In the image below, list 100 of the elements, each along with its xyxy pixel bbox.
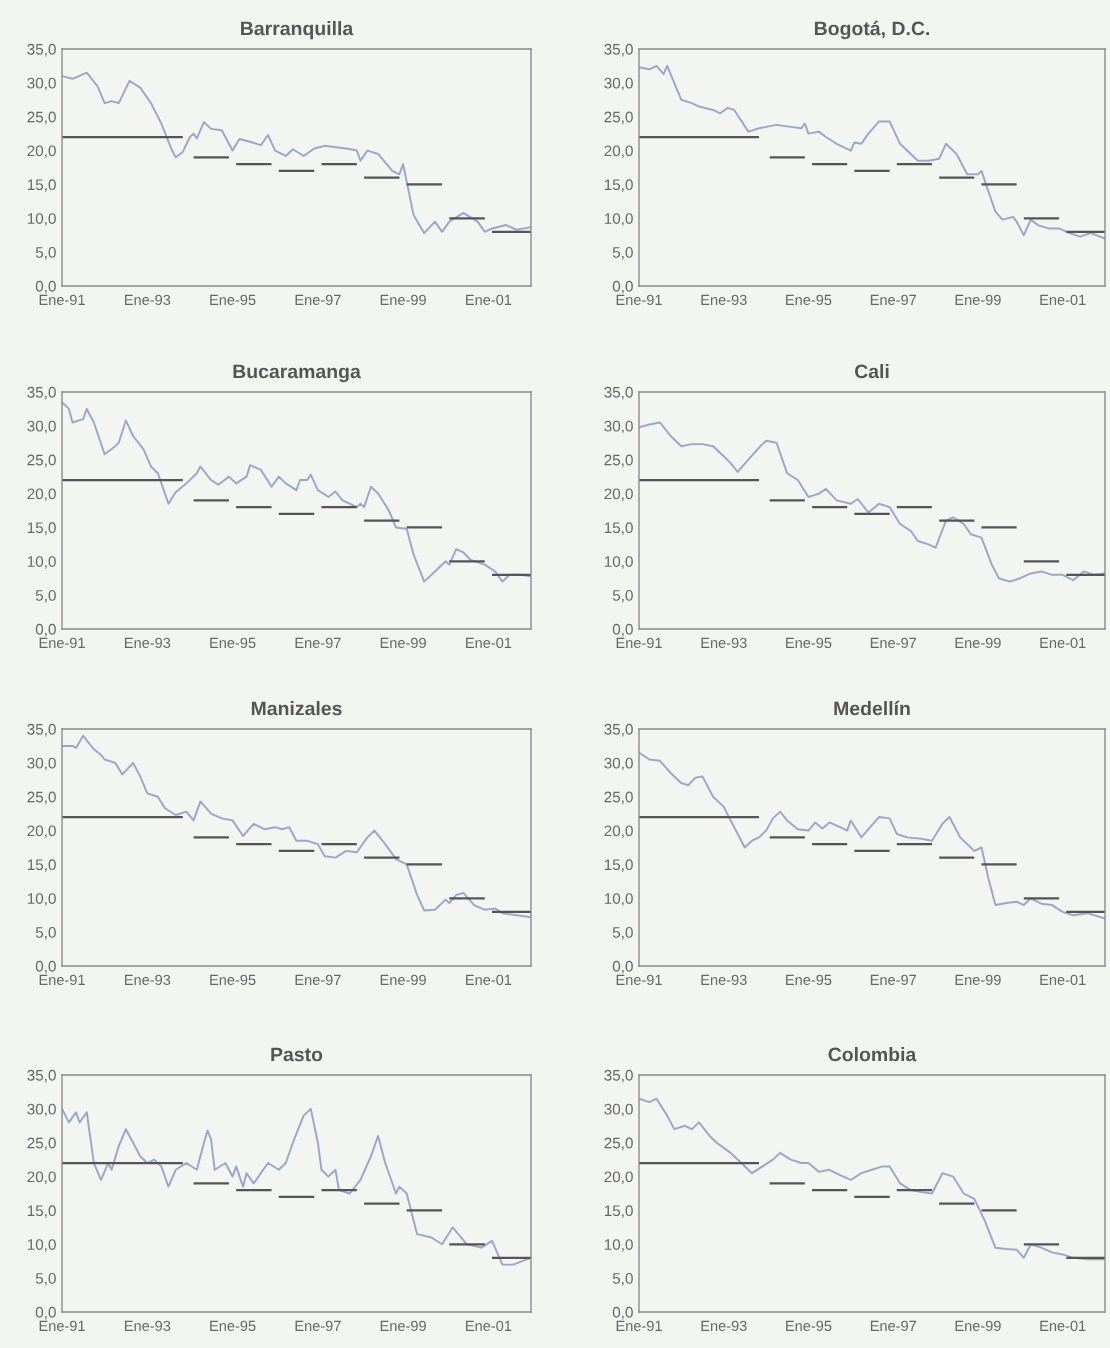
line-series [639, 421, 1105, 583]
x-tick-label: Ene-99 [380, 974, 426, 986]
y-tick-label: 35,0 [27, 1069, 56, 1083]
x-tick-label: Ene-95 [210, 1320, 256, 1332]
y-tick-label: 10,0 [27, 213, 56, 226]
chart-title: Manizales [251, 701, 342, 716]
x-tick-label: Ene-97 [870, 974, 917, 986]
line-series [62, 71, 531, 235]
y-tick-label: 35,0 [27, 723, 56, 737]
y-tick-label: 30,0 [604, 757, 633, 771]
chart-title: Colombia [828, 1047, 917, 1062]
x-tick-label: Ene-91 [616, 1320, 662, 1332]
y-tick-label: 25,0 [27, 454, 56, 468]
y-tick-label: 10,0 [27, 1239, 56, 1252]
x-tick-label: Ene-93 [125, 294, 171, 306]
x-tick-label: Ene-97 [295, 974, 341, 986]
x-tick-label: Ene-95 [210, 637, 256, 649]
x-tick-label: Ene-95 [210, 974, 256, 986]
x-tick-label: Ene-93 [701, 1320, 747, 1332]
y-tick-label: 15,0 [604, 522, 633, 535]
x-tick-label: Ene-01 [466, 1320, 512, 1332]
y-tick-label: 0,0 [35, 960, 56, 974]
x-tick-label: Ene-91 [616, 637, 662, 649]
y-tick-label: 15,0 [27, 1205, 56, 1218]
x-tick-label: Ene-97 [870, 1320, 917, 1332]
x-tick-label: Ene-93 [125, 1320, 171, 1332]
y-tick-label: 5,0 [35, 247, 56, 260]
line-series [639, 1097, 1105, 1261]
x-tick-label: Ene-01 [1040, 1320, 1086, 1332]
x-tick-label: Ene-95 [210, 294, 256, 306]
y-tick-label: 0,0 [612, 1306, 633, 1320]
x-tick-label: Ene-91 [39, 1320, 85, 1332]
x-tick-label: Ene-97 [295, 1320, 341, 1332]
x-tick-label: Ene-01 [1040, 294, 1086, 306]
y-tick-label: 30,0 [27, 420, 56, 434]
y-tick-label: 30,0 [27, 757, 56, 771]
x-tick-label: Ene-91 [39, 637, 85, 649]
x-tick-label: Ene-97 [870, 637, 917, 649]
line-series [62, 734, 531, 919]
y-tick-label: 5,0 [35, 927, 56, 940]
x-tick-label: Ene-99 [955, 637, 1001, 649]
x-tick-label: Ene-95 [786, 637, 832, 649]
chart-title: Barranquilla [241, 21, 354, 40]
chart-title: Bucaramanga [233, 364, 361, 383]
y-tick-label: 0,0 [35, 280, 56, 294]
y-tick-label: 30,0 [27, 77, 56, 91]
y-tick-label: 15,0 [27, 179, 56, 192]
x-tick-label: Ene-91 [39, 294, 85, 306]
y-tick-label: 5,0 [35, 1273, 56, 1286]
y-tick-label: 25,0 [604, 791, 633, 805]
y-tick-label: 0,0 [35, 623, 56, 637]
y-tick-label: 0,0 [35, 1306, 56, 1320]
y-tick-label: 35,0 [604, 386, 633, 400]
x-tick-label: Ene-99 [955, 974, 1001, 986]
y-tick-label: 20,0 [27, 488, 56, 502]
x-tick-label: Ene-01 [1040, 637, 1086, 649]
y-tick-label: 15,0 [604, 179, 633, 192]
x-tick-label: Ene-91 [616, 974, 662, 986]
y-tick-label: 30,0 [604, 420, 633, 434]
line-series [639, 64, 1105, 240]
x-tick-label: Ene-93 [701, 637, 747, 649]
y-tick-label: 10,0 [604, 213, 633, 226]
y-tick-label: 30,0 [604, 77, 633, 91]
x-tick-label: Ene-01 [466, 974, 512, 986]
y-tick-label: 25,0 [604, 1137, 633, 1151]
x-tick-label: Ene-99 [955, 1320, 1001, 1332]
y-tick-label: 15,0 [604, 1205, 633, 1218]
x-tick-label: Ene-99 [380, 1320, 426, 1332]
x-tick-label: Ene-01 [1040, 974, 1086, 986]
x-tick-label: Ene-01 [466, 294, 512, 306]
x-tick-label: Ene-95 [786, 1320, 832, 1332]
line-series [62, 401, 531, 583]
y-tick-label: 10,0 [604, 556, 633, 569]
y-tick-label: 5,0 [612, 927, 633, 940]
y-tick-label: 20,0 [604, 145, 633, 159]
y-tick-label: 20,0 [27, 1171, 56, 1185]
x-tick-label: Ene-93 [701, 294, 747, 306]
line-series [639, 751, 1105, 920]
x-tick-label: Ene-95 [786, 294, 832, 306]
y-tick-label: 25,0 [604, 111, 633, 125]
y-tick-label: 35,0 [604, 1069, 633, 1083]
chart-title: Cali [854, 364, 889, 379]
y-tick-label: 20,0 [604, 488, 633, 502]
y-tick-label: 20,0 [27, 145, 56, 159]
y-tick-label: 5,0 [612, 1273, 633, 1286]
y-tick-label: 5,0 [35, 590, 56, 603]
x-tick-label: Ene-01 [466, 637, 512, 649]
y-tick-label: 30,0 [27, 1103, 56, 1117]
chart-title: Medellín [834, 700, 910, 716]
y-tick-label: 25,0 [27, 1137, 56, 1151]
x-tick-label: Ene-99 [955, 294, 1001, 306]
y-tick-label: 35,0 [27, 43, 56, 57]
x-tick-label: Ene-99 [380, 637, 426, 649]
y-tick-label: 35,0 [604, 43, 633, 57]
y-tick-label: 10,0 [27, 556, 56, 569]
y-tick-label: 35,0 [27, 386, 56, 400]
y-tick-label: 0,0 [612, 623, 633, 637]
y-tick-label: 10,0 [604, 893, 633, 906]
y-tick-label: 10,0 [27, 893, 56, 906]
x-tick-label: Ene-99 [380, 294, 426, 306]
